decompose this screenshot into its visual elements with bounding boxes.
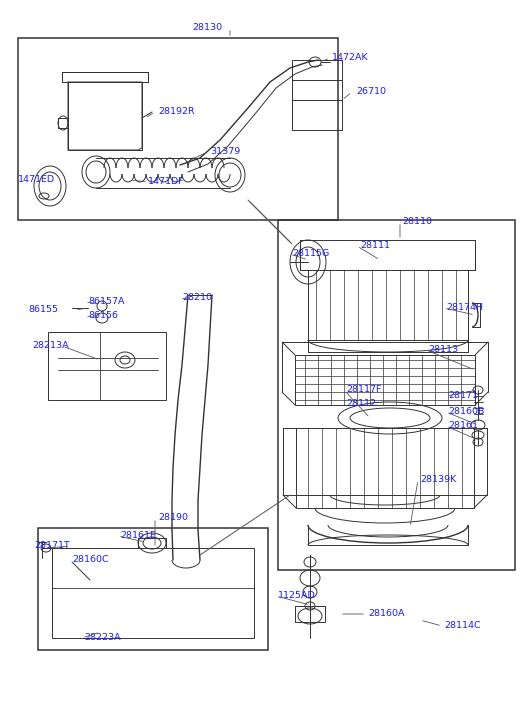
Text: 86156: 86156: [88, 311, 118, 321]
Text: 28160B: 28160B: [448, 408, 484, 417]
Text: 86155: 86155: [28, 305, 58, 315]
Text: 28110: 28110: [402, 217, 432, 227]
Text: 28161E: 28161E: [120, 531, 156, 540]
Text: 28210: 28210: [182, 294, 212, 302]
Bar: [48, 332, 166, 400]
Text: 28223A: 28223A: [84, 633, 121, 643]
Text: 28171: 28171: [448, 392, 478, 401]
Bar: [300, 240, 475, 270]
Text: 28113: 28113: [428, 345, 458, 355]
Text: 31379: 31379: [210, 148, 240, 156]
Text: 28171T: 28171T: [34, 542, 70, 550]
Bar: [295, 355, 475, 405]
Text: 1471ED: 1471ED: [18, 175, 55, 185]
Text: 28130: 28130: [192, 23, 222, 33]
Text: 28192R: 28192R: [158, 108, 195, 116]
Bar: [292, 60, 342, 130]
Text: 28161: 28161: [448, 422, 478, 430]
Bar: [38, 528, 268, 650]
Text: 1125AD: 1125AD: [278, 592, 316, 601]
Text: 28160A: 28160A: [368, 609, 404, 619]
Text: 28112: 28112: [346, 400, 376, 409]
Text: 86157A: 86157A: [88, 297, 124, 307]
Bar: [52, 548, 254, 638]
Text: 26710: 26710: [356, 87, 386, 97]
Text: 28115G: 28115G: [292, 249, 329, 259]
Text: 28213A: 28213A: [32, 342, 69, 350]
Text: 28160C: 28160C: [72, 555, 109, 564]
Text: 28174H: 28174H: [446, 303, 483, 313]
Text: 28190: 28190: [158, 513, 188, 523]
Text: 28117F: 28117F: [346, 385, 381, 395]
Bar: [296, 428, 474, 508]
Text: 28111: 28111: [360, 241, 390, 251]
Text: 28139K: 28139K: [420, 475, 456, 484]
Bar: [278, 220, 515, 570]
Text: 28114C: 28114C: [444, 622, 480, 630]
Text: 1472AK: 1472AK: [332, 54, 369, 63]
Bar: [308, 270, 468, 340]
Bar: [18, 38, 338, 220]
Text: 1471DF: 1471DF: [148, 177, 185, 187]
